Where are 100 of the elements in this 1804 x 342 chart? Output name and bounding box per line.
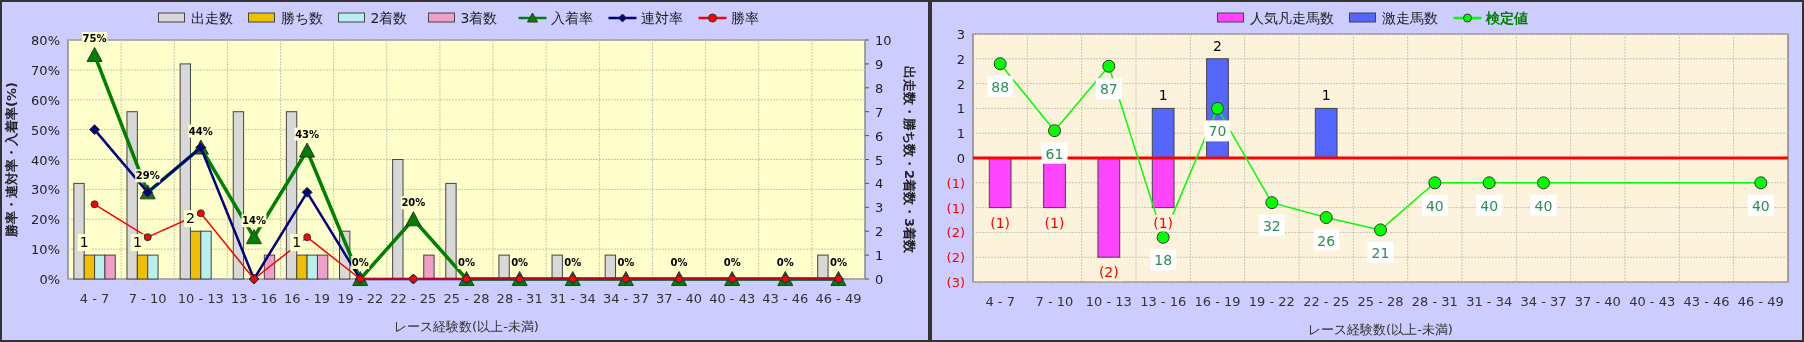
x-tick-label: 34 - 37 — [1520, 294, 1567, 309]
y-tick-label: (3) — [946, 275, 965, 290]
data-label: 88 — [991, 78, 1010, 95]
data-label: 2 — [1213, 37, 1222, 54]
legend-label: 2着数 — [370, 10, 408, 26]
data-label: 70 — [1208, 123, 1227, 140]
data-label: 0% — [617, 257, 635, 268]
x-tick-label: 16 - 19 — [1194, 294, 1241, 309]
x-tick-label: 31 - 34 — [549, 291, 596, 306]
y2-tick-label: 6 — [875, 128, 884, 144]
data-label: 0% — [458, 257, 475, 268]
x-tick-label: 19 - 22 — [337, 291, 384, 306]
y-tick-label: 40% — [31, 152, 60, 168]
legend-label: 勝ち数 — [280, 10, 323, 26]
x-tick-label: 25 - 28 — [443, 291, 490, 306]
data-label: 40 — [1751, 197, 1770, 214]
y2-tick-label: 10 — [875, 33, 892, 48]
x-tick-label: 13 - 16 — [230, 291, 277, 306]
y-tick-label: 2 — [956, 76, 965, 92]
data-label: (1) — [990, 214, 1011, 231]
x-tick-label: 46 - 49 — [1737, 294, 1784, 309]
data-label: 44% — [188, 125, 213, 137]
x-tick-label: 22 - 25 — [1303, 294, 1350, 309]
legend-label: 連対率 — [640, 10, 683, 26]
x-tick-label: 34 - 37 — [602, 291, 649, 306]
x-tick-label: 37 - 40 — [1574, 294, 1621, 309]
x-tick-label: 4 - 7 — [985, 294, 1015, 309]
x-tick-label: 28 - 31 — [1411, 294, 1458, 309]
data-label: 0% — [351, 257, 369, 268]
data-label: 2 — [186, 210, 195, 227]
data-label: 20% — [401, 197, 426, 209]
y2-tick-label: 7 — [875, 104, 884, 120]
y-tick-label: 70% — [31, 62, 60, 78]
y2-tick-label: 8 — [875, 80, 884, 96]
data-label: 43% — [295, 128, 320, 140]
legend-label: 検定値 — [1484, 10, 1528, 26]
y-tick-label: 1 — [956, 101, 965, 117]
y2-axis-title: 出走数・勝ち数・2着数・3着数 — [902, 65, 917, 255]
data-label: 40 — [1425, 197, 1444, 214]
y-tick-label: (2) — [946, 225, 965, 241]
data-label: 87 — [1099, 81, 1118, 98]
y-tick-label: 3 — [956, 27, 965, 42]
data-label: 14% — [242, 215, 266, 227]
y-tick-label: 1 — [956, 126, 965, 142]
y2-tick-label: 0 — [875, 272, 884, 287]
y-tick-label: 10% — [31, 242, 60, 258]
y-tick-label: 0 — [956, 151, 965, 166]
data-label: 1 — [79, 234, 89, 251]
y2-tick-label: 4 — [875, 176, 884, 192]
data-label: 61 — [1045, 145, 1064, 162]
y2-tick-label: 3 — [875, 200, 884, 216]
data-label: 0% — [829, 257, 847, 268]
data-label: 32 — [1262, 217, 1281, 234]
x-tick-label: 10 - 13 — [1085, 294, 1132, 309]
data-label: 75% — [82, 32, 107, 44]
x-tick-label: 16 - 19 — [284, 291, 331, 306]
x-tick-label: 46 - 49 — [815, 291, 862, 306]
x-tick-label: 37 - 40 — [656, 291, 703, 306]
y-tick-label: 20% — [31, 212, 60, 228]
x-tick-label: 13 - 16 — [1140, 294, 1187, 309]
x-tick-label: 43 - 46 — [1683, 294, 1730, 309]
x-tick-label: 40 - 43 — [1629, 294, 1676, 309]
y2-tick-label: 5 — [875, 152, 884, 168]
data-label: 0% — [511, 257, 529, 268]
data-label: 1 — [132, 234, 142, 251]
y-tick-label: (1) — [946, 200, 965, 216]
data-label: 0% — [564, 257, 582, 268]
y-tick-label: (2) — [946, 250, 965, 266]
x-tick-label: 31 - 34 — [1466, 294, 1513, 309]
y-tick-label: 60% — [31, 92, 60, 108]
legend-label: 出走数 — [190, 10, 233, 26]
x-tick-label: 25 - 28 — [1357, 294, 1404, 309]
y-tick-label: (1) — [946, 175, 965, 191]
x-tick-label: 7 - 10 — [1035, 294, 1074, 309]
data-label: (1) — [1153, 214, 1174, 231]
y-tick-label: 2 — [956, 51, 965, 67]
data-label: 1 — [292, 234, 302, 251]
legend-label: 人気凡走馬数 — [1249, 10, 1334, 26]
x-axis-title: レース経験数(以上-未満) — [394, 319, 539, 334]
data-label: 1 — [1158, 87, 1168, 104]
y2-tick-label: 2 — [875, 224, 884, 240]
y-tick-label: 0% — [39, 272, 60, 287]
x-tick-label: 4 - 7 — [79, 291, 110, 306]
data-label: 0% — [670, 257, 688, 268]
x-tick-label: 22 - 25 — [390, 291, 437, 306]
data-label: 1 — [1321, 87, 1331, 104]
data-label: 0% — [723, 257, 741, 268]
data-label: 0% — [776, 257, 794, 268]
legend-label: 入着率 — [550, 10, 593, 26]
y2-tick-label: 9 — [875, 56, 884, 72]
legend-label: 激走馬数 — [1381, 10, 1438, 26]
data-label: 29% — [135, 170, 160, 182]
y2-tick-label: 1 — [875, 248, 884, 264]
x-tick-label: 28 - 31 — [496, 291, 543, 306]
data-label: (1) — [1044, 214, 1065, 231]
x-tick-label: 19 - 22 — [1248, 294, 1295, 309]
y-tick-label: 30% — [31, 182, 60, 198]
y-tick-label: 50% — [31, 122, 60, 138]
y-axis-title: 勝率・連対率・入着率(%) — [4, 82, 19, 238]
x-tick-label: 10 - 13 — [177, 291, 224, 306]
